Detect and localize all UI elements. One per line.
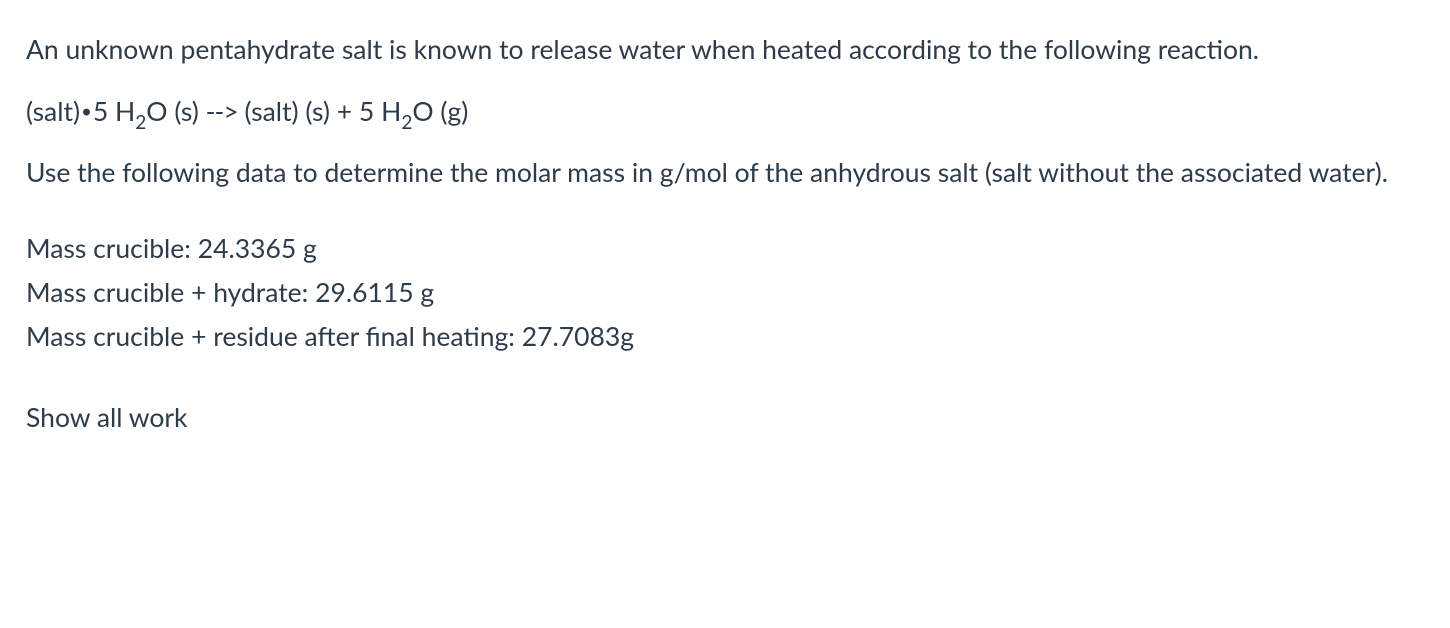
eq-rhs-state: (g): [440, 95, 468, 127]
footer-block: Show all work: [26, 396, 1424, 440]
data-value-1: 24.3365 g: [198, 232, 317, 264]
data-label-1: Mass crucible:: [26, 232, 191, 264]
eq-lhs-coeff: 5: [93, 95, 108, 127]
data-label-2: Mass crucible + hydrate:: [26, 276, 308, 308]
data-block: Mass crucible: 24.3365 g Mass crucible +…: [26, 227, 1424, 358]
data-value-2: 29.6115 g: [315, 276, 434, 308]
eq-sub2-r: 2: [401, 111, 412, 134]
eq-H-r: H: [381, 95, 401, 127]
eq-O-r: O: [412, 95, 433, 127]
eq-h2o-lhs: H2O: [115, 95, 168, 127]
data-line-1: Mass crucible: 24.3365 g: [26, 227, 1424, 271]
prompt-paragraph: Use the following data to determine the …: [26, 151, 1424, 195]
eq-h2o-rhs: H2O: [381, 95, 434, 127]
intro-paragraph: An unknown pentahydrate salt is known to…: [26, 28, 1424, 72]
eq-arrow: -->: [206, 95, 238, 127]
eq-dot: •: [80, 95, 93, 126]
eq-lhs-salt: (salt): [26, 95, 80, 127]
eq-lhs-state: (s): [174, 95, 199, 127]
eq-O: O: [146, 95, 167, 127]
data-label-3: Mass crucible + residue after final heat…: [26, 320, 515, 352]
data-line-3: Mass crucible + residue after final heat…: [26, 315, 1424, 359]
reaction-equation: (salt)•5 H2O (s) --> (salt) (s) + 5 H2O …: [26, 90, 1424, 134]
eq-rhs-salt: (salt) (s): [245, 95, 330, 127]
eq-H: H: [115, 95, 135, 127]
eq-rhs-coeff: 5: [359, 95, 374, 127]
data-line-2: Mass crucible + hydrate: 29.6115 g: [26, 271, 1424, 315]
eq-plus: +: [337, 95, 352, 127]
eq-sub2: 2: [135, 111, 146, 134]
data-value-3: 27.7083g: [522, 320, 634, 352]
show-work-instruction: Show all work: [26, 396, 1424, 440]
question-body: An unknown pentahydrate salt is known to…: [0, 0, 1450, 628]
